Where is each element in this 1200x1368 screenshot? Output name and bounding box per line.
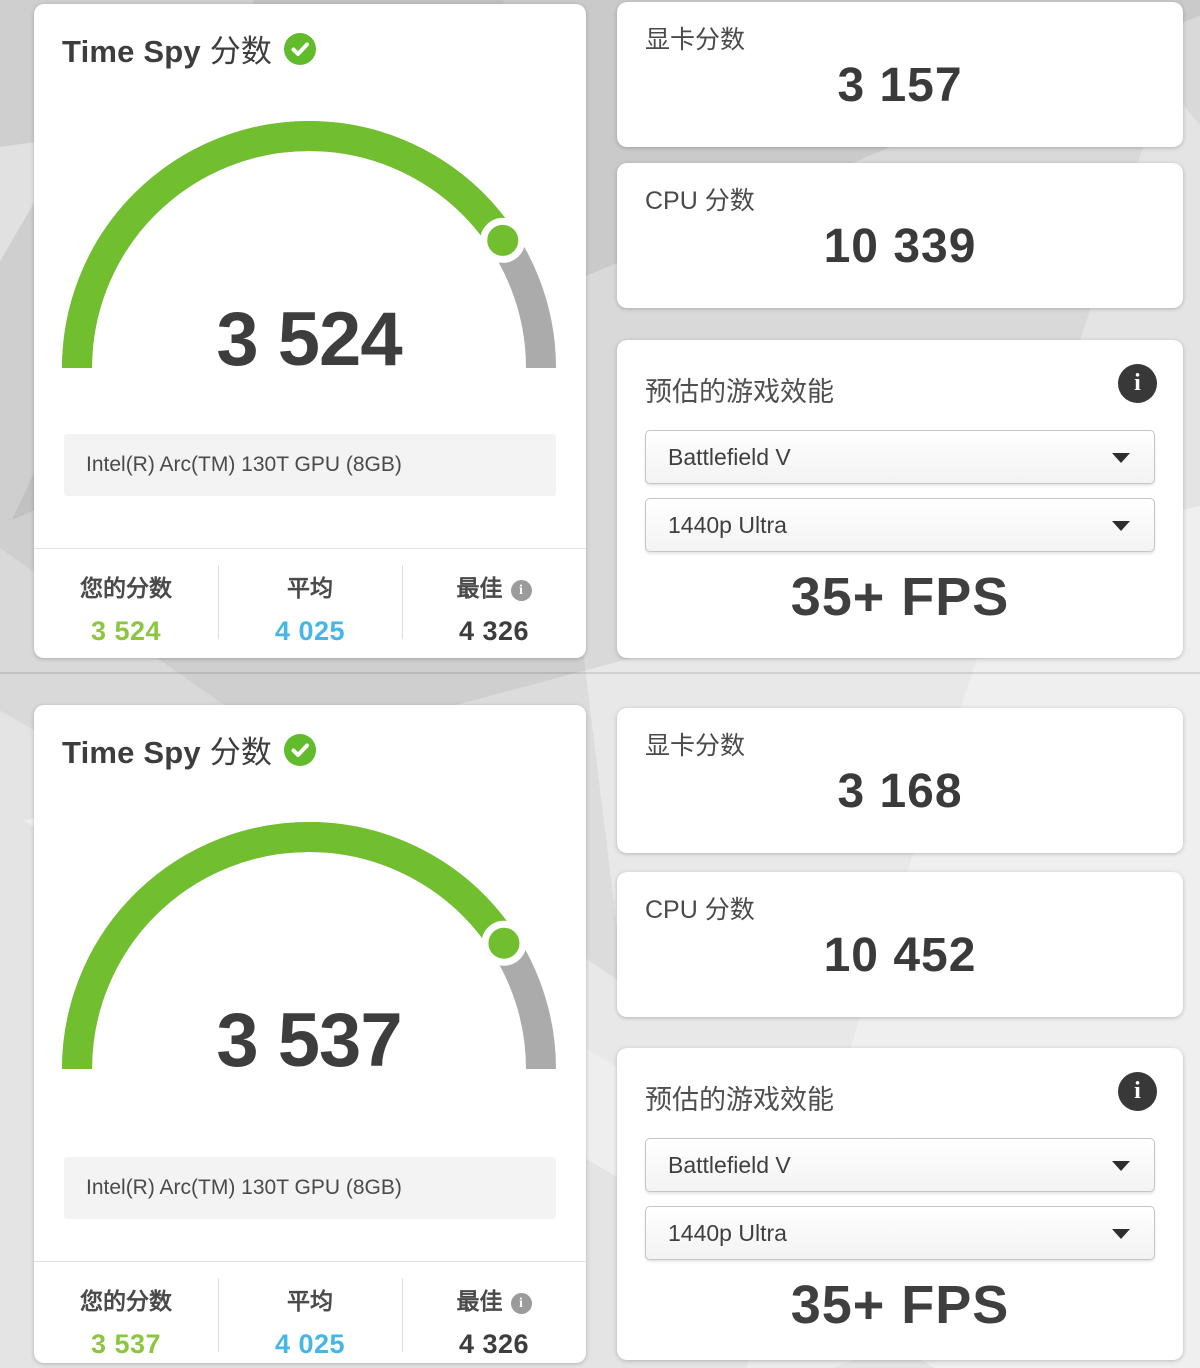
gpu-name: Intel(R) Arc(TM) 130T GPU (8GB)	[86, 1176, 402, 1199]
graphics-score-value: 3 168	[837, 765, 963, 818]
graphics-score-label: 显卡分数	[645, 732, 746, 760]
caret-down-icon	[1112, 1229, 1130, 1239]
timespy-score-card: Time Spy 分数 3 537 Intel(R) Arc(TM) 130T …	[34, 705, 586, 1363]
timespy-score-card: Time Spy 分数 3 524 Intel(R) Arc(TM) 130T …	[34, 4, 586, 658]
gauge-knob	[480, 217, 526, 263]
your-score-label: 您的分数	[80, 575, 172, 601]
check-icon	[284, 32, 317, 65]
game-performance-title: 预估的游戏效能	[645, 377, 834, 407]
average-score-label: 平均	[287, 575, 333, 601]
estimated-fps-value: 35+ FPS	[790, 567, 1010, 627]
best-score-value: 4 326	[458, 1329, 530, 1359]
benchmark-name: Time Spy	[62, 735, 201, 770]
graphics-score-card: 显卡分数 3 157	[617, 2, 1183, 147]
overall-score-value: 3 537	[216, 998, 402, 1083]
benchmark-result-1: Time Spy 分数 3 524 Intel(R) Arc(TM) 130T …	[0, 0, 1200, 672]
score-suffix: 分数	[209, 34, 273, 69]
card-title: Time Spy 分数	[62, 26, 272, 71]
game-performance-title: 预估的游戏效能	[645, 1085, 834, 1115]
card-title-row: Time Spy 分数	[62, 26, 317, 71]
best-score-value: 4 326	[458, 616, 530, 646]
caret-down-icon	[1112, 1161, 1130, 1171]
estimated-fps-value: 35+ FPS	[790, 1275, 1010, 1335]
cpu-score-label: CPU 分数	[645, 896, 755, 924]
card-title: Time Spy 分数	[62, 727, 272, 772]
graphics-score-label: 显卡分数	[645, 26, 746, 54]
cpu-score-card: CPU 分数 10 452	[617, 872, 1183, 1017]
gpu-name-box: Intel(R) Arc(TM) 130T GPU (8GB)	[64, 1157, 556, 1219]
overall-score-value: 3 524	[216, 297, 402, 382]
cpu-score-label: CPU 分数	[645, 187, 755, 215]
check-icon	[284, 733, 317, 766]
caret-down-icon	[1112, 521, 1130, 531]
score-comparison-row: 您的分数 3 524 平均 4 025 最佳 i 4 326	[34, 548, 586, 658]
your-score-stat: 您的分数 3 524	[34, 549, 218, 658]
best-score-stat: 最佳 i 4 326	[402, 549, 586, 658]
info-icon[interactable]: i	[1118, 1072, 1157, 1111]
best-score-label-text: 最佳	[456, 1288, 503, 1314]
game-select-value: Battlefield V	[668, 443, 791, 470]
benchmark-result-2: Time Spy 分数 3 537 Intel(R) Arc(TM) 130T …	[0, 674, 1200, 1368]
score-gauge: 3 524	[59, 106, 559, 391]
gauge-arc-green	[62, 822, 556, 1070]
gauge-knob	[481, 920, 527, 966]
info-icon[interactable]: i	[510, 1293, 532, 1314]
average-score-label: 平均	[287, 1288, 333, 1314]
score-gauge: 3 537	[59, 807, 559, 1092]
graphics-score-value: 3 157	[837, 59, 963, 112]
best-score-label-text: 最佳	[456, 575, 503, 601]
quality-select-value: 1440p Ultra	[668, 511, 787, 538]
cpu-score-value: 10 452	[823, 929, 977, 982]
game-select-value: Battlefield V	[668, 1151, 791, 1178]
average-score-stat: 平均 4 025	[218, 1262, 402, 1363]
info-icon[interactable]: i	[510, 580, 532, 601]
quality-select[interactable]: 1440p Ultra	[645, 498, 1155, 552]
graphics-score-card: 显卡分数 3 168	[617, 708, 1183, 853]
your-score-stat: 您的分数 3 537	[34, 1262, 218, 1363]
best-score-stat: 最佳 i 4 326	[402, 1262, 586, 1363]
score-comparison-row: 您的分数 3 537 平均 4 025 最佳 i 4 326	[34, 1261, 586, 1363]
card-title-row: Time Spy 分数	[62, 727, 317, 772]
caret-down-icon	[1112, 453, 1130, 463]
your-score-value: 3 524	[90, 616, 162, 646]
quality-select-value: 1440p Ultra	[668, 1219, 787, 1246]
score-suffix: 分数	[209, 735, 273, 770]
game-select[interactable]: Battlefield V	[645, 1138, 1155, 1192]
average-score-stat: 平均 4 025	[218, 549, 402, 658]
gpu-name: Intel(R) Arc(TM) 130T GPU (8GB)	[86, 453, 402, 476]
your-score-label: 您的分数	[80, 1288, 172, 1314]
gauge-arc-green	[62, 121, 556, 369]
benchmark-name: Time Spy	[62, 34, 201, 69]
average-score-value: 4 025	[274, 1329, 346, 1359]
estimated-game-performance-card: 预估的游戏效能 i Battlefield V 1440p Ultra 35+ …	[617, 340, 1183, 658]
your-score-value: 3 537	[90, 1329, 162, 1359]
screenshot-seam-divider	[0, 672, 1200, 674]
estimated-game-performance-card: 预估的游戏效能 i Battlefield V 1440p Ultra 35+ …	[617, 1048, 1183, 1360]
quality-select[interactable]: 1440p Ultra	[645, 1206, 1155, 1260]
best-score-label: 最佳 i	[402, 1282, 586, 1316]
cpu-score-value: 10 339	[823, 220, 977, 273]
cpu-score-card: CPU 分数 10 339	[617, 163, 1183, 308]
average-score-value: 4 025	[274, 616, 346, 646]
game-select[interactable]: Battlefield V	[645, 430, 1155, 484]
info-icon[interactable]: i	[1118, 364, 1157, 403]
best-score-label: 最佳 i	[402, 569, 586, 603]
gpu-name-box: Intel(R) Arc(TM) 130T GPU (8GB)	[64, 434, 556, 496]
